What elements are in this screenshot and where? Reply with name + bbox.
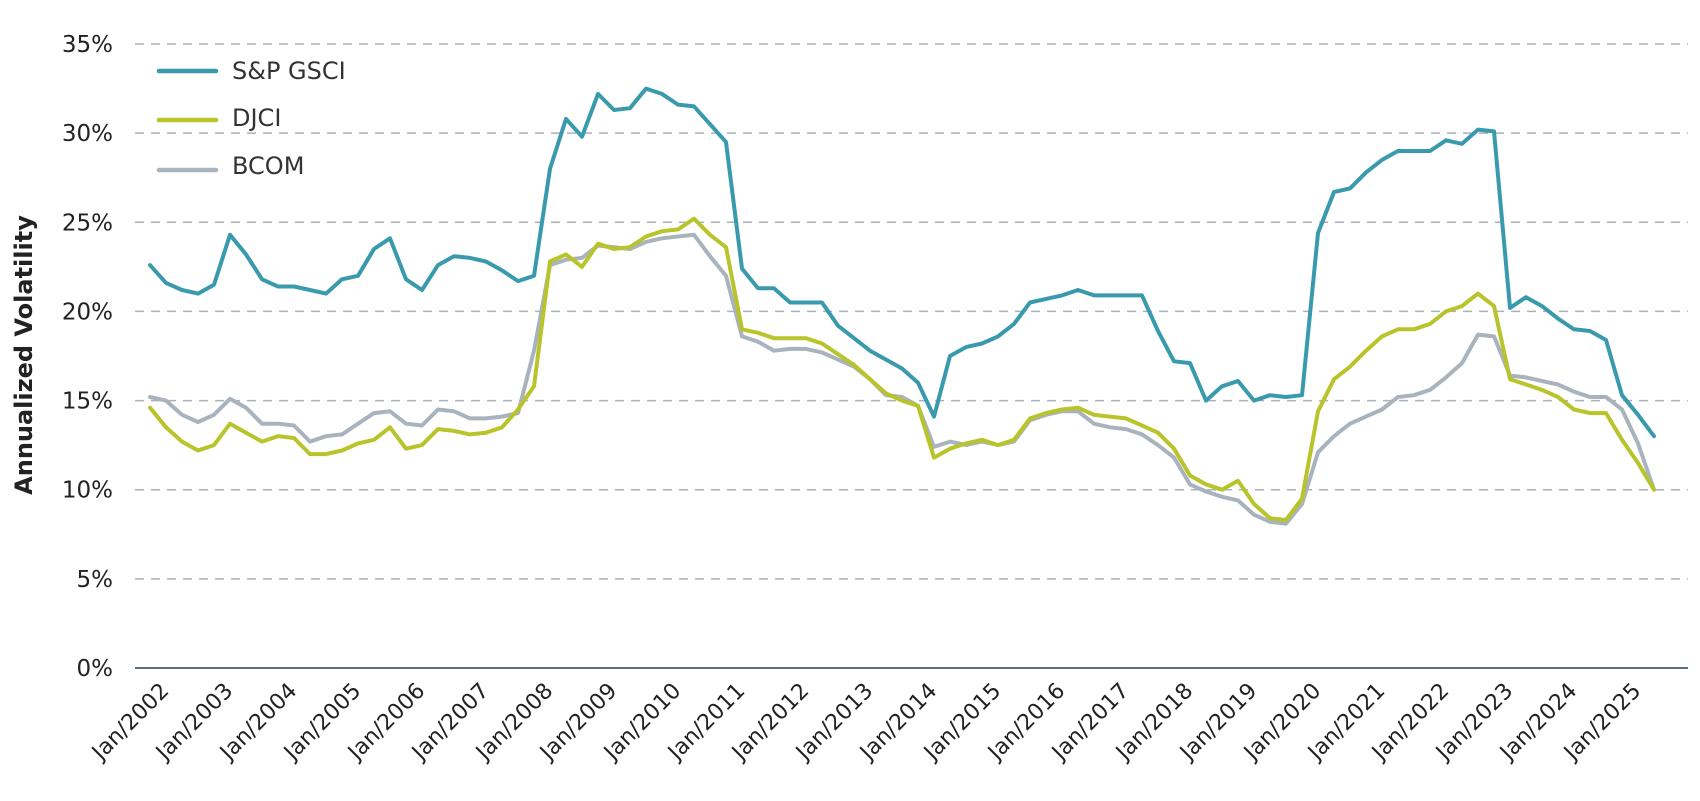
y-axis-ticks: 0% 5% 10% 15% 20% 25% 30% 35% bbox=[62, 32, 113, 682]
gridlines bbox=[135, 43, 1688, 580]
series-lines bbox=[148, 86, 1656, 526]
series-line-bcom bbox=[148, 232, 1656, 526]
legend-item-sp-gsci[interactable]: S&P GSCI bbox=[156, 57, 346, 85]
y-axis-label: Annualized Volatility bbox=[10, 215, 38, 495]
legend-item-bcom[interactable]: BCOM bbox=[156, 152, 304, 180]
y-tick-label: 30% bbox=[62, 121, 113, 147]
series-line-djci bbox=[148, 216, 1656, 522]
y-tick-label: 0% bbox=[77, 656, 114, 682]
legend-item-djci[interactable]: DJCI bbox=[156, 104, 281, 132]
y-tick-label: 10% bbox=[62, 478, 113, 504]
y-tick-label: 5% bbox=[77, 567, 114, 593]
y-tick-label: 20% bbox=[62, 299, 113, 325]
legend: S&P GSCI DJCI BCOM bbox=[156, 57, 346, 180]
series-line-s-p-gsci bbox=[148, 86, 1656, 439]
legend-label-sp-gsci: S&P GSCI bbox=[232, 57, 346, 85]
y-tick-label: 25% bbox=[62, 210, 113, 236]
legend-label-djci: DJCI bbox=[232, 104, 281, 132]
y-tick-label: 35% bbox=[62, 32, 113, 58]
y-tick-label: 15% bbox=[62, 389, 113, 415]
x-axis-ticks: Jan/2002Jan/2003Jan/2004Jan/2005Jan/2006… bbox=[86, 679, 1646, 767]
legend-label-bcom: BCOM bbox=[232, 152, 304, 180]
